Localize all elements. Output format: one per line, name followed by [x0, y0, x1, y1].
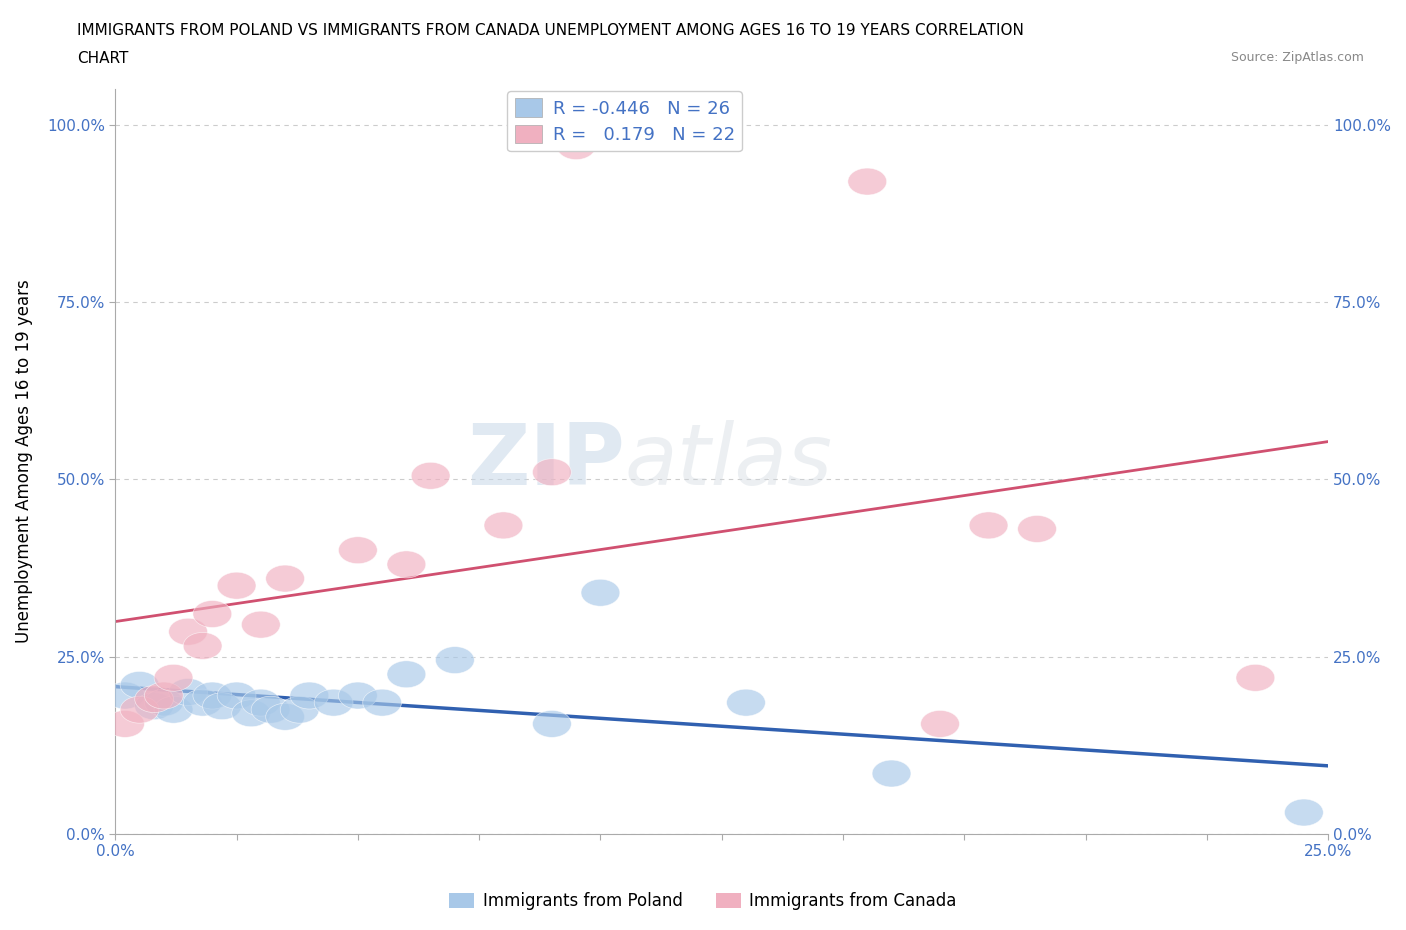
Ellipse shape	[266, 703, 305, 730]
Legend: R = -0.446   N = 26, R =   0.179   N = 22: R = -0.446 N = 26, R = 0.179 N = 22	[508, 91, 742, 152]
Ellipse shape	[135, 685, 173, 712]
Text: CHART: CHART	[77, 51, 129, 66]
Ellipse shape	[727, 689, 765, 716]
Ellipse shape	[387, 661, 426, 688]
Ellipse shape	[145, 682, 183, 709]
Ellipse shape	[242, 689, 280, 716]
Ellipse shape	[193, 682, 232, 709]
Ellipse shape	[155, 664, 193, 691]
Ellipse shape	[1236, 664, 1275, 691]
Ellipse shape	[484, 512, 523, 538]
Ellipse shape	[557, 133, 596, 160]
Ellipse shape	[1285, 799, 1323, 826]
Ellipse shape	[217, 572, 256, 599]
Ellipse shape	[169, 618, 208, 645]
Ellipse shape	[363, 689, 402, 716]
Ellipse shape	[280, 697, 319, 724]
Ellipse shape	[120, 671, 159, 698]
Y-axis label: Unemployment Among Ages 16 to 19 years: Unemployment Among Ages 16 to 19 years	[15, 280, 32, 644]
Ellipse shape	[290, 682, 329, 709]
Ellipse shape	[217, 682, 256, 709]
Ellipse shape	[581, 579, 620, 606]
Ellipse shape	[232, 699, 270, 726]
Text: IMMIGRANTS FROM POLAND VS IMMIGRANTS FROM CANADA UNEMPLOYMENT AMONG AGES 16 TO 1: IMMIGRANTS FROM POLAND VS IMMIGRANTS FRO…	[77, 23, 1024, 38]
Ellipse shape	[436, 646, 474, 673]
Ellipse shape	[183, 689, 222, 716]
Ellipse shape	[155, 697, 193, 724]
Ellipse shape	[921, 711, 959, 737]
Ellipse shape	[533, 711, 571, 737]
Ellipse shape	[169, 679, 208, 706]
Ellipse shape	[266, 565, 305, 592]
Ellipse shape	[135, 693, 173, 720]
Ellipse shape	[533, 458, 571, 485]
Text: ZIP: ZIP	[467, 420, 624, 503]
Ellipse shape	[848, 168, 887, 195]
Ellipse shape	[202, 693, 242, 720]
Ellipse shape	[314, 689, 353, 716]
Ellipse shape	[120, 697, 159, 724]
Text: atlas: atlas	[624, 420, 832, 503]
Ellipse shape	[1018, 515, 1056, 542]
Ellipse shape	[193, 601, 232, 628]
Ellipse shape	[183, 632, 222, 659]
Ellipse shape	[387, 551, 426, 578]
Ellipse shape	[105, 711, 145, 737]
Ellipse shape	[339, 682, 377, 709]
Ellipse shape	[242, 611, 280, 638]
Ellipse shape	[969, 512, 1008, 538]
Ellipse shape	[145, 689, 183, 716]
Ellipse shape	[872, 760, 911, 787]
Ellipse shape	[252, 697, 290, 724]
Ellipse shape	[339, 537, 377, 564]
Legend: Immigrants from Poland, Immigrants from Canada: Immigrants from Poland, Immigrants from …	[443, 885, 963, 917]
Ellipse shape	[411, 462, 450, 489]
Text: Source: ZipAtlas.com: Source: ZipAtlas.com	[1230, 51, 1364, 64]
Ellipse shape	[105, 682, 145, 709]
